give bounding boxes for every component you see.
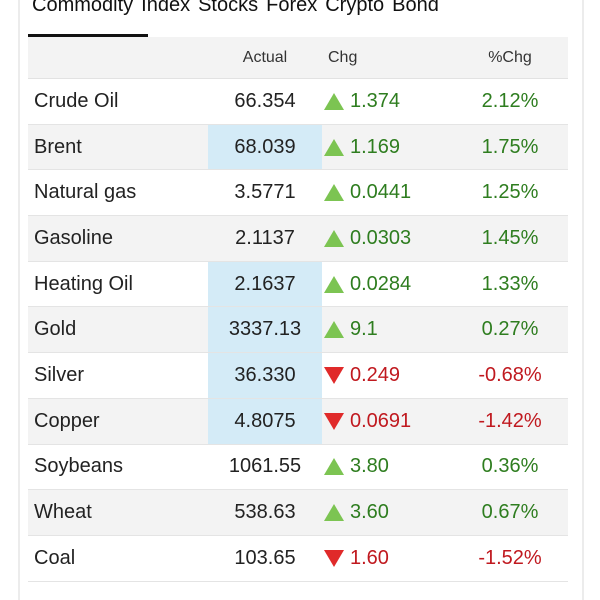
- triangle-up-icon: [324, 504, 344, 522]
- commodity-name: Heating Oil: [34, 272, 133, 295]
- change-value: 9.1: [350, 318, 378, 341]
- table-row[interactable]: Natural gas 3.5771 0.0441 1.25%: [28, 170, 568, 217]
- tab-commodity[interactable]: Commodity: [32, 0, 134, 16]
- change-value: 0.0691: [350, 409, 412, 432]
- actual-value: 3337.13: [208, 307, 322, 353]
- change-cell: 9.1: [322, 318, 452, 341]
- table-row[interactable]: Copper 4.8075 0.0691 -1.42%: [28, 398, 568, 445]
- triangle-up-icon: [324, 138, 344, 156]
- tab-index[interactable]: Index: [141, 0, 191, 16]
- active-tab-indicator: [28, 34, 148, 37]
- tab-crypto[interactable]: Crypto: [325, 0, 385, 16]
- change-value: 0.0441: [350, 181, 412, 204]
- tab-bond[interactable]: Bond: [392, 0, 439, 16]
- table-header: Actual Chg %Chg: [28, 37, 568, 79]
- commodity-name: Gold: [34, 318, 77, 341]
- change-cell: 3.80: [322, 455, 452, 478]
- change-cell: 1.374: [322, 90, 452, 113]
- table-row[interactable]: Brent 68.039 1.169 1.75%: [28, 124, 568, 171]
- commodity-name: Brent: [34, 135, 82, 158]
- change-cell: 3.60: [322, 501, 452, 524]
- actual-value: 1061.55: [228, 455, 302, 478]
- percent-change-value: 0.27%: [481, 318, 539, 341]
- triangle-up-icon: [324, 458, 344, 476]
- triangle-up-icon: [324, 92, 344, 110]
- commodity-name: Coal: [34, 546, 76, 569]
- change-cell: 1.60: [322, 547, 452, 570]
- table-row[interactable]: Gold 3337.13 9.1 0.27%: [28, 307, 568, 354]
- actual-value: 3.5771: [234, 181, 296, 204]
- table-row[interactable]: Gasoline 2.1137 0.0303 1.45%: [28, 216, 568, 262]
- table-row[interactable]: Silver 36.330 0.249 -0.68%: [28, 353, 568, 399]
- category-tabs: Commodity Index Stocks Forex Crypto Bond: [28, 0, 443, 38]
- change-cell: 0.0691: [322, 410, 452, 433]
- commodity-name: Wheat: [34, 501, 92, 524]
- commodity-name: Copper: [34, 409, 100, 432]
- change-cell: 1.169: [322, 136, 452, 159]
- triangle-down-icon: [324, 412, 344, 430]
- actual-value: 4.8075: [208, 398, 322, 444]
- triangle-up-icon: [324, 184, 344, 202]
- triangle-down-icon: [324, 549, 344, 567]
- percent-change-value: 0.67%: [481, 501, 539, 524]
- tab-stocks[interactable]: Stocks: [198, 0, 259, 16]
- change-value: 0.0284: [350, 272, 412, 295]
- triangle-down-icon: [324, 366, 344, 384]
- percent-change-value: 0.36%: [481, 455, 539, 478]
- change-cell: 0.249: [322, 364, 452, 387]
- actual-value: 2.1137: [235, 226, 295, 249]
- percent-change-value: 2.12%: [481, 89, 539, 112]
- percent-change-value: 1.25%: [481, 181, 539, 204]
- commodity-name: Gasoline: [34, 226, 113, 249]
- table-row[interactable]: Soybeans 1061.55 3.80 0.36%: [28, 445, 568, 491]
- table-row[interactable]: Coal 103.65 1.60 -1.52%: [28, 536, 568, 582]
- percent-change-value: -0.68%: [478, 363, 542, 386]
- tab-forex[interactable]: Forex: [266, 0, 318, 16]
- change-value: 0.249: [350, 363, 401, 386]
- actual-value: 2.1637: [208, 261, 322, 307]
- percent-change-value: 1.33%: [481, 272, 539, 295]
- change-value: 1.169: [350, 135, 401, 158]
- commodity-name: Natural gas: [34, 181, 137, 204]
- header-pct-chg[interactable]: %Chg: [488, 48, 532, 66]
- actual-value: 66.354: [234, 89, 296, 112]
- change-cell: 0.0441: [322, 181, 452, 204]
- change-cell: 0.0284: [322, 273, 452, 296]
- commodity-name: Crude Oil: [34, 89, 119, 112]
- triangle-up-icon: [324, 229, 344, 247]
- triangle-up-icon: [324, 275, 344, 293]
- quotes-table: Crude Oil 66.354 1.374 2.12% Brent 68.039 1.16…: [28, 79, 568, 582]
- change-value: 0.0303: [350, 226, 412, 249]
- table-row[interactable]: Crude Oil 66.354 1.374 2.12%: [28, 79, 568, 125]
- percent-change-value: 1.75%: [481, 135, 539, 158]
- left-border: [18, 0, 20, 600]
- actual-value: 68.039: [208, 124, 322, 170]
- change-value: 1.60: [350, 546, 389, 569]
- change-value: 3.60: [350, 501, 389, 524]
- table-row[interactable]: Heating Oil 2.1637 0.0284 1.33%: [28, 261, 568, 308]
- triangle-up-icon: [324, 321, 344, 339]
- commodity-name: Silver: [34, 363, 85, 386]
- header-actual[interactable]: Actual: [242, 48, 288, 66]
- right-border: [582, 0, 584, 600]
- change-cell: 0.0303: [322, 227, 452, 250]
- actual-value: 538.63: [234, 501, 296, 524]
- table-row[interactable]: Wheat 538.63 3.60 0.67%: [28, 490, 568, 536]
- commodity-name: Soybeans: [34, 455, 123, 478]
- actual-value: 36.330: [208, 353, 322, 398]
- change-value: 1.374: [350, 89, 401, 112]
- percent-change-value: -1.42%: [478, 409, 542, 432]
- percent-change-value: -1.52%: [478, 546, 542, 569]
- change-value: 3.80: [350, 455, 389, 478]
- header-chg[interactable]: Chg: [328, 48, 358, 66]
- percent-change-value: 1.45%: [481, 226, 539, 249]
- actual-value: 103.65: [234, 546, 296, 569]
